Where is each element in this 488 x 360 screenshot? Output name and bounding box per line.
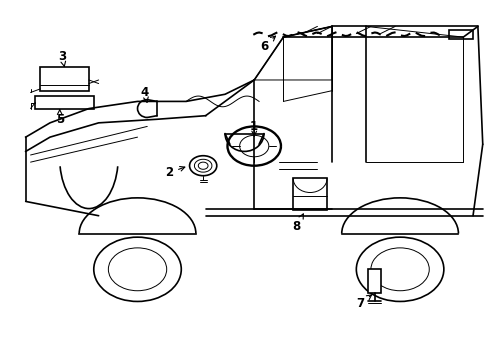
Text: 2: 2 — [165, 166, 184, 179]
Text: 3: 3 — [58, 50, 66, 67]
Bar — [40, 67, 89, 91]
Bar — [292, 178, 326, 210]
Text: 1: 1 — [250, 120, 258, 136]
Bar — [35, 96, 94, 109]
Bar — [368, 269, 380, 293]
Text: 6: 6 — [259, 36, 275, 53]
Text: 4: 4 — [141, 86, 149, 102]
Text: 7: 7 — [355, 295, 371, 310]
Bar — [448, 30, 472, 39]
Text: 8: 8 — [292, 214, 303, 233]
Text: 5: 5 — [56, 109, 64, 126]
